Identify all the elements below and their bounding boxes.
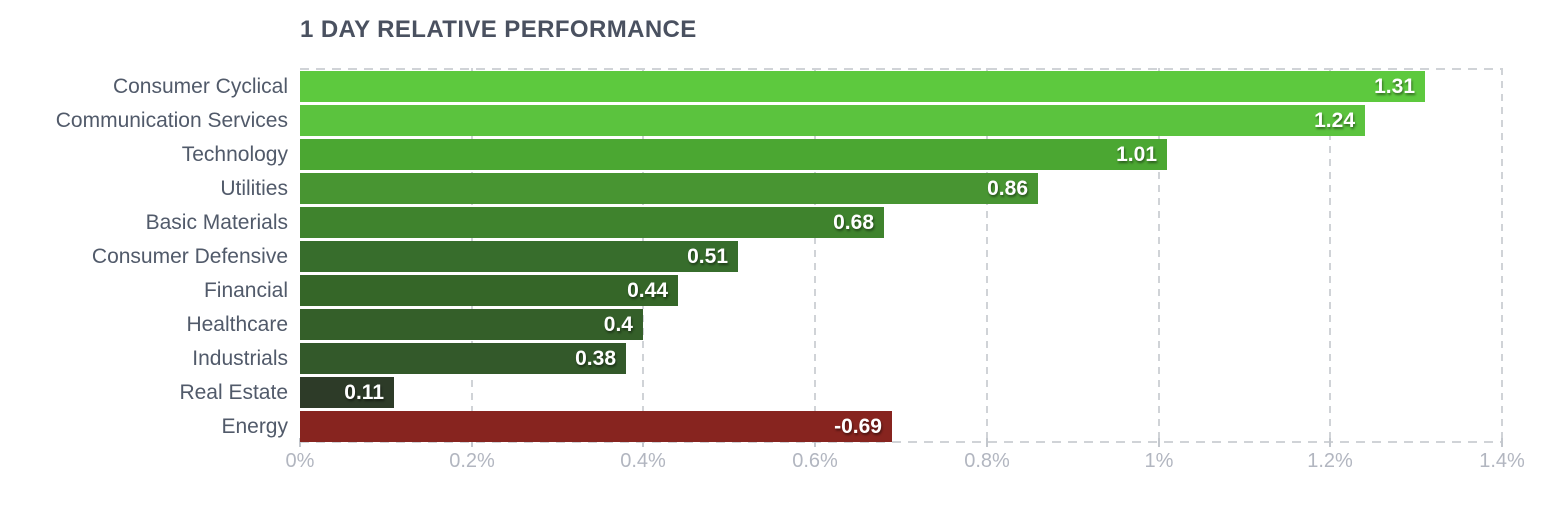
category-label: Industrials [192,347,288,370]
axis-tick-mark [1501,438,1503,447]
gridline [814,68,816,443]
value-label: 1.31 [1374,74,1415,98]
plot-border-top [300,68,1502,70]
bar-communication-services[interactable]: 1.24 [300,105,1365,136]
bar-healthcare[interactable]: 0.4 [300,309,643,340]
axis-tick-mark [1329,438,1331,447]
category-label: Consumer Cyclical [112,75,288,98]
x-tick-label: 0.8% [964,450,1010,472]
category-label: Utilities [220,177,288,200]
value-label: 0.51 [687,244,728,268]
category-label: Real Estate [179,381,288,404]
gridline [1158,68,1160,443]
axis-tick-mark [299,438,301,447]
category-label: Financial [203,279,288,302]
axis-tick-mark [1158,438,1160,447]
plot-area: 1.31 1.24 1.01 0.86 0.68 0.51 0.44 0.4 0.38 0.11 -… [299,68,1503,447]
x-tick-label: 1.2% [1307,450,1353,472]
bar-financial[interactable]: 0.44 [300,275,678,306]
gridline [1329,68,1331,443]
bar-utilities[interactable]: 0.86 [300,173,1038,204]
x-tick-label: 0% [285,450,315,472]
axis-tick-mark [642,438,644,447]
axis-tick-mark [471,438,473,447]
x-tick-label: 1.4% [1479,450,1525,472]
category-label: Energy [221,415,288,438]
bar-consumer-cyclical[interactable]: 1.31 [300,71,1425,102]
value-label: -0.69 [834,414,882,438]
value-label: 0.11 [344,380,384,404]
category-label: Technology [181,143,288,166]
x-axis-line [300,441,1502,443]
gridline [986,68,988,443]
bar-basic-materials[interactable]: 0.68 [300,207,884,238]
x-tick-label: 0.4% [620,450,666,472]
axis-tick-mark [814,438,816,447]
category-label: Basic Materials [145,211,288,234]
value-label: 0.38 [575,346,616,370]
value-label: 0.86 [987,176,1028,200]
value-label: 1.24 [1314,108,1355,132]
value-label: 1.01 [1116,142,1157,166]
bar-consumer-defensive[interactable]: 0.51 [300,241,738,272]
chart-title: 1 DAY RELATIVE PERFORMANCE [300,16,697,43]
value-label: 0.44 [627,278,668,302]
x-tick-label: 1% [1144,450,1174,472]
bar-technology[interactable]: 1.01 [300,139,1167,170]
x-tick-label: 0.6% [792,450,838,472]
category-label: Healthcare [186,313,288,336]
category-label: Consumer Defensive [91,245,288,268]
axis-tick-mark [986,438,988,447]
value-label: 0.68 [833,210,874,234]
value-label: 0.4 [603,312,633,336]
gridline [1501,68,1503,443]
bar-energy[interactable]: -0.69 [300,411,892,442]
bar-industrials[interactable]: 0.38 [300,343,626,374]
bar-real-estate[interactable]: 0.11 [300,377,394,408]
category-label: Communication Services [55,109,288,132]
x-tick-label: 0.2% [449,450,495,472]
